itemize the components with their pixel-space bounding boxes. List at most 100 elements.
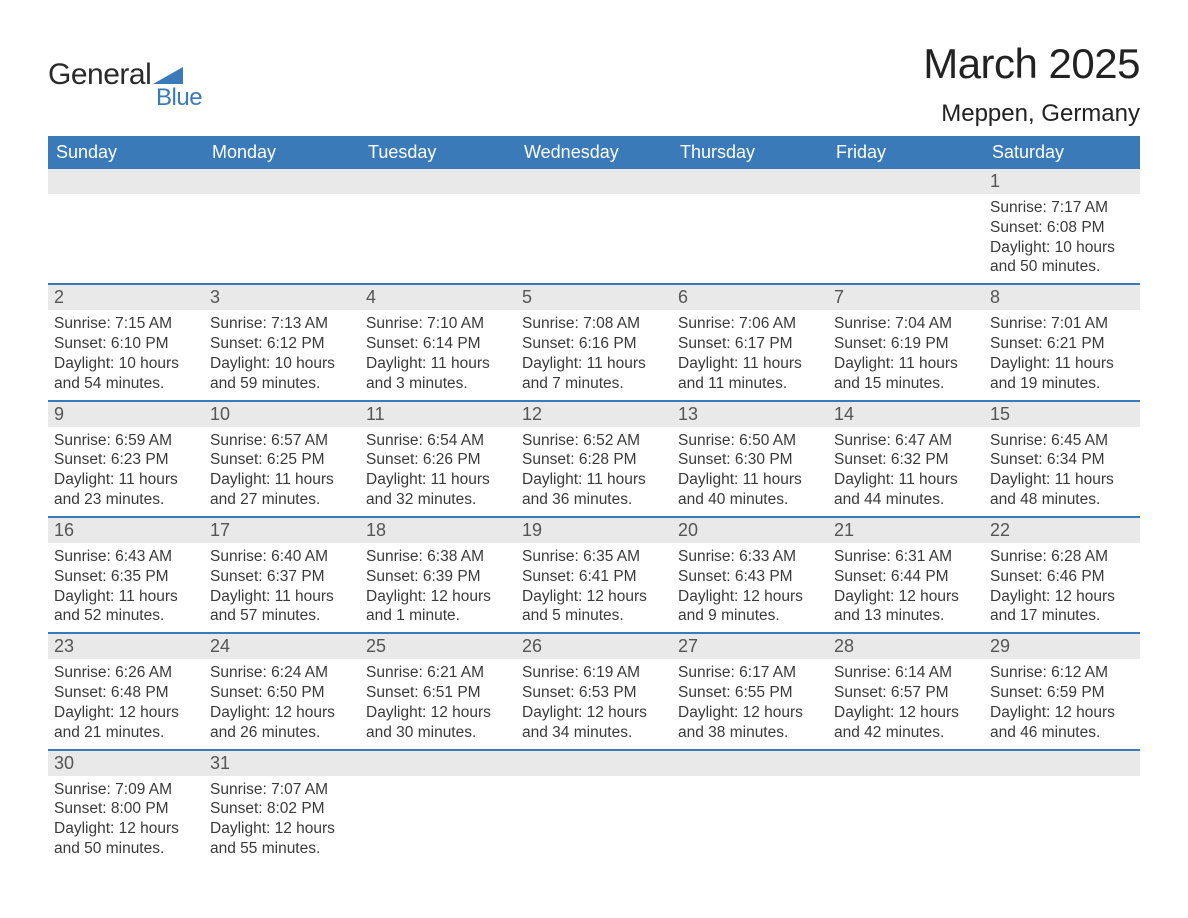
daylight-line: and 17 minutes. — [990, 606, 1134, 626]
daylight-line: and 48 minutes. — [990, 490, 1134, 510]
day-cell — [516, 194, 672, 284]
daylight-line: and 42 minutes. — [834, 723, 978, 743]
sunset-line: Sunset: 6:21 PM — [990, 334, 1134, 354]
location: Meppen, Germany — [923, 100, 1140, 128]
sunset-line: Sunset: 6:51 PM — [366, 683, 510, 703]
content-row: Sunrise: 7:09 AMSunset: 8:00 PMDaylight:… — [48, 776, 1140, 865]
day-cell: Sunrise: 7:17 AMSunset: 6:08 PMDaylight:… — [984, 194, 1140, 284]
day-cell: Sunrise: 7:01 AMSunset: 6:21 PMDaylight:… — [984, 310, 1140, 400]
day-number — [360, 750, 516, 776]
sunrise-line: Sunrise: 7:17 AM — [990, 198, 1134, 218]
day-number: 10 — [204, 401, 360, 427]
day-number: 28 — [828, 633, 984, 659]
sunrise-line: Sunrise: 6:28 AM — [990, 547, 1134, 567]
daylight-line: Daylight: 11 hours — [678, 354, 822, 374]
sunset-line: Sunset: 8:02 PM — [210, 799, 354, 819]
daylight-line: and 50 minutes. — [54, 839, 198, 859]
daylight-line: Daylight: 12 hours — [990, 587, 1134, 607]
day-cell: Sunrise: 6:38 AMSunset: 6:39 PMDaylight:… — [360, 543, 516, 633]
sunrise-line: Sunrise: 6:47 AM — [834, 431, 978, 451]
day-number: 16 — [48, 517, 204, 543]
day-cell: Sunrise: 6:47 AMSunset: 6:32 PMDaylight:… — [828, 427, 984, 517]
day-cell: Sunrise: 6:59 AMSunset: 6:23 PMDaylight:… — [48, 427, 204, 517]
daylight-line: Daylight: 11 hours — [522, 470, 666, 490]
daylight-line: Daylight: 11 hours — [678, 470, 822, 490]
day-cell: Sunrise: 6:54 AMSunset: 6:26 PMDaylight:… — [360, 427, 516, 517]
daylight-line: Daylight: 12 hours — [366, 703, 510, 723]
daylight-line: Daylight: 12 hours — [834, 587, 978, 607]
day-cell: Sunrise: 6:43 AMSunset: 6:35 PMDaylight:… — [48, 543, 204, 633]
sunset-line: Sunset: 6:26 PM — [366, 450, 510, 470]
day-number: 1 — [984, 169, 1140, 194]
day-cell — [48, 194, 204, 284]
sunrise-line: Sunrise: 6:54 AM — [366, 431, 510, 451]
sunset-line: Sunset: 6:46 PM — [990, 567, 1134, 587]
day-number: 26 — [516, 633, 672, 659]
day-cell: Sunrise: 7:07 AMSunset: 8:02 PMDaylight:… — [204, 776, 360, 865]
daylight-line: Daylight: 12 hours — [54, 819, 198, 839]
day-cell: Sunrise: 6:52 AMSunset: 6:28 PMDaylight:… — [516, 427, 672, 517]
sunrise-line: Sunrise: 6:35 AM — [522, 547, 666, 567]
daylight-line: Daylight: 12 hours — [678, 587, 822, 607]
daylight-line: and 55 minutes. — [210, 839, 354, 859]
daylight-line: and 27 minutes. — [210, 490, 354, 510]
day-number — [828, 750, 984, 776]
content-row: Sunrise: 6:26 AMSunset: 6:48 PMDaylight:… — [48, 659, 1140, 749]
sunset-line: Sunset: 6:53 PM — [522, 683, 666, 703]
day-cell: Sunrise: 6:19 AMSunset: 6:53 PMDaylight:… — [516, 659, 672, 749]
daylight-line: and 13 minutes. — [834, 606, 978, 626]
weekday-header: Friday — [828, 136, 984, 169]
title-block: March 2025 Meppen, Germany — [923, 40, 1140, 128]
sunset-line: Sunset: 6:19 PM — [834, 334, 978, 354]
day-number — [360, 169, 516, 194]
day-number — [516, 750, 672, 776]
weekday-header-row: Sunday Monday Tuesday Wednesday Thursday… — [48, 136, 1140, 169]
daylight-line: and 19 minutes. — [990, 374, 1134, 394]
sunset-line: Sunset: 6:34 PM — [990, 450, 1134, 470]
weekday-header: Saturday — [984, 136, 1140, 169]
sunset-line: Sunset: 6:16 PM — [522, 334, 666, 354]
daylight-line: Daylight: 12 hours — [210, 819, 354, 839]
day-cell — [828, 194, 984, 284]
daylight-line: Daylight: 10 hours — [210, 354, 354, 374]
sunset-line: Sunset: 6:10 PM — [54, 334, 198, 354]
daylight-line: and 40 minutes. — [678, 490, 822, 510]
daylight-line: and 15 minutes. — [834, 374, 978, 394]
daylight-line: and 1 minute. — [366, 606, 510, 626]
daylight-line: Daylight: 11 hours — [54, 470, 198, 490]
daylight-line: Daylight: 12 hours — [990, 703, 1134, 723]
sunrise-line: Sunrise: 6:14 AM — [834, 663, 978, 683]
daynum-row: 23242526272829 — [48, 633, 1140, 659]
day-number: 6 — [672, 284, 828, 310]
day-cell: Sunrise: 6:50 AMSunset: 6:30 PMDaylight:… — [672, 427, 828, 517]
sunrise-line: Sunrise: 6:33 AM — [678, 547, 822, 567]
daylight-line: and 52 minutes. — [54, 606, 198, 626]
daylight-line: and 5 minutes. — [522, 606, 666, 626]
sunrise-line: Sunrise: 6:40 AM — [210, 547, 354, 567]
day-number — [672, 750, 828, 776]
day-number: 11 — [360, 401, 516, 427]
daylight-line: and 21 minutes. — [54, 723, 198, 743]
day-number: 22 — [984, 517, 1140, 543]
day-cell: Sunrise: 6:17 AMSunset: 6:55 PMDaylight:… — [672, 659, 828, 749]
day-number: 18 — [360, 517, 516, 543]
daynum-row: 9101112131415 — [48, 401, 1140, 427]
sunset-line: Sunset: 8:00 PM — [54, 799, 198, 819]
day-number: 27 — [672, 633, 828, 659]
day-cell: Sunrise: 6:14 AMSunset: 6:57 PMDaylight:… — [828, 659, 984, 749]
daynum-row: 16171819202122 — [48, 517, 1140, 543]
header: General Blue March 2025 Meppen, Germany — [48, 40, 1140, 128]
sunrise-line: Sunrise: 6:12 AM — [990, 663, 1134, 683]
day-cell: Sunrise: 6:24 AMSunset: 6:50 PMDaylight:… — [204, 659, 360, 749]
sunset-line: Sunset: 6:25 PM — [210, 450, 354, 470]
daylight-line: Daylight: 11 hours — [834, 470, 978, 490]
daylight-line: and 23 minutes. — [54, 490, 198, 510]
day-cell: Sunrise: 6:12 AMSunset: 6:59 PMDaylight:… — [984, 659, 1140, 749]
day-cell: Sunrise: 7:15 AMSunset: 6:10 PMDaylight:… — [48, 310, 204, 400]
calendar-table: Sunday Monday Tuesday Wednesday Thursday… — [48, 136, 1140, 865]
day-cell — [360, 194, 516, 284]
daylight-line: Daylight: 11 hours — [210, 587, 354, 607]
day-cell: Sunrise: 6:26 AMSunset: 6:48 PMDaylight:… — [48, 659, 204, 749]
day-cell: Sunrise: 6:45 AMSunset: 6:34 PMDaylight:… — [984, 427, 1140, 517]
day-number: 17 — [204, 517, 360, 543]
